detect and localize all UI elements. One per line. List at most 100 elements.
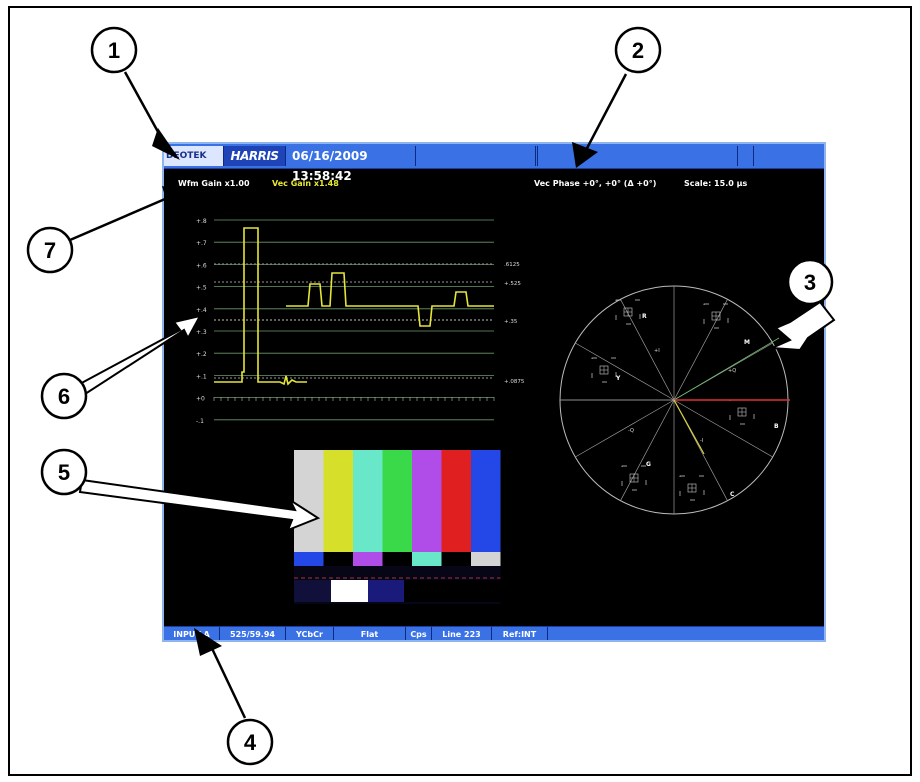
vector-target-box [621, 465, 647, 491]
callout-4-arrowhead [194, 628, 222, 656]
topbar-cell [738, 146, 754, 166]
vector-target-box [615, 299, 641, 325]
status-cell: 525/59.94 [220, 627, 286, 640]
callout-7-arrowhead [162, 186, 182, 206]
status-cell: Line 223 Odd [432, 627, 492, 640]
callout-circle [26, 226, 74, 274]
castellation-bar [412, 552, 442, 566]
vector-axis-label: +Q [728, 368, 736, 374]
status-cell: INPUT A [164, 627, 220, 640]
vector-axis-label: -Q [628, 428, 634, 434]
callout-number: 6 [58, 384, 70, 409]
topbar-cell [536, 146, 538, 166]
pluge-patch [294, 580, 331, 602]
vector-target-label: M [744, 339, 750, 346]
datetime-display: 06/16/2009 13:58:42 [286, 146, 416, 183]
y-tick-label: +.1 [196, 373, 207, 380]
color-bar [323, 450, 353, 552]
vector-axis-label: +I [654, 348, 660, 354]
harris-logo: HARRIS [224, 146, 286, 166]
vector-spoke [575, 342, 675, 401]
vector-target-label: R [642, 313, 647, 320]
status-cell: Cps [406, 627, 432, 640]
callout-2-arrow [583, 73, 628, 153]
callout-number: 1 [108, 38, 120, 63]
castellation-bar [471, 552, 501, 566]
monitor-screen: DEOTEK HARRIS 06/16/2009 13:58:42 Wfm Ga… [162, 142, 826, 642]
waveform-reference-labels: .6125 +.525 +.35 +.0875 [504, 262, 525, 385]
topbar-cell [416, 146, 536, 166]
castellation-bar [382, 552, 412, 566]
callout-number: 7 [44, 238, 56, 263]
status-cell: YCbCr [286, 627, 334, 640]
callout-number: 4 [244, 730, 257, 755]
vector-target-box [729, 399, 755, 425]
vector-target-label: G [646, 461, 651, 468]
vector-trace [673, 399, 705, 455]
reference-label: +.0875 [504, 379, 525, 385]
vector-target-label: C [730, 491, 735, 498]
y-tick-label: +.2 [196, 351, 207, 358]
y-tick-label: +0 [196, 396, 205, 403]
callout-5-arrow [78, 478, 321, 532]
callout-6-arrow [74, 314, 202, 398]
castellation-bar [353, 552, 383, 566]
reference-label: +.525 [504, 281, 521, 287]
callout-2-arrowhead [572, 142, 598, 168]
callout-number: 3 [804, 270, 816, 295]
vector-gain-readout: Vec Gain x1.48 [272, 179, 339, 188]
status-cell: Ref:INT [492, 627, 548, 640]
vector-target-label: Y [615, 375, 621, 382]
color-bars-picture [294, 450, 501, 604]
color-bar [382, 450, 412, 552]
callout-number: 2 [632, 38, 644, 63]
waveform-gain-readout: Wfm Gain x1.00 [178, 179, 250, 188]
color-bar [412, 450, 442, 552]
callout-circle [40, 448, 88, 496]
vector-spoke [575, 399, 675, 458]
y-tick-label: +.8 [196, 218, 207, 225]
topbar-cell [538, 146, 738, 166]
callout-7-arrow [69, 194, 173, 242]
callout-circle [90, 26, 138, 74]
status-cell: Flat [334, 627, 406, 640]
color-bar [294, 450, 324, 552]
y-tick-label: +.3 [196, 329, 207, 336]
waveform-tick-labels: +.8 +.7 +.6 +.5 +.4 +.3 +.2 +.1 +0 -.1 [196, 218, 207, 425]
callout-circle [226, 718, 274, 766]
castellation-bar [441, 552, 471, 566]
vector-i-axis [673, 337, 780, 401]
y-tick-label: +.4 [196, 307, 207, 314]
y-tick-label: +.6 [196, 262, 207, 269]
callout-4-arrow [206, 639, 247, 719]
color-bar [353, 450, 383, 552]
castellation-bar [294, 552, 324, 566]
waveform-graticule [213, 219, 495, 421]
pluge-patch [331, 580, 368, 602]
callout-number: 5 [58, 460, 70, 485]
vector-target-label: B [774, 423, 779, 430]
vector-spoke [620, 399, 675, 501]
y-tick-label: -.1 [196, 418, 204, 425]
pluge-patch [404, 580, 501, 602]
waveform-trace [214, 227, 307, 386]
reference-label: +.35 [504, 319, 518, 325]
color-bar [441, 450, 471, 552]
castellation-bar [323, 552, 353, 566]
callout-3-arrow [771, 300, 836, 352]
callout-circle [614, 26, 662, 74]
pluge-patch [368, 580, 404, 602]
y-tick-label: +.5 [196, 285, 207, 292]
vector-axis-label: -I [700, 438, 703, 444]
vector-phase-readout: Vec Phase +0°, +0° (Δ +0°) [534, 179, 657, 188]
videotek-logo: DEOTEK [164, 146, 224, 166]
reference-label: .6125 [504, 262, 520, 268]
vector-target-box [679, 475, 705, 501]
vector-spoke [673, 399, 773, 458]
waveform-trace-right [286, 272, 494, 327]
y-tick-label: +.7 [196, 240, 207, 247]
callout-circle [786, 258, 834, 306]
top-status-bar: DEOTEK HARRIS 06/16/2009 13:58:42 [164, 144, 824, 183]
